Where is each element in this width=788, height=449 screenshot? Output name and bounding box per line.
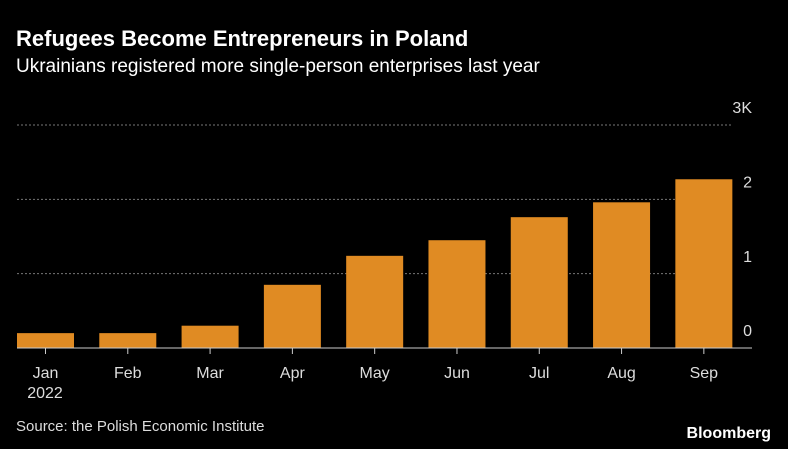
- x-tick-label: Jul: [529, 365, 549, 382]
- bar: [510, 217, 568, 348]
- x-tick-label: Sep: [690, 365, 719, 382]
- x-tick-label: Feb: [114, 365, 142, 382]
- bar: [593, 202, 651, 348]
- x-year-label: 2022: [27, 385, 63, 402]
- x-tick-label: May: [360, 365, 390, 382]
- bar: [263, 284, 321, 348]
- x-tick-label: Jan: [33, 365, 59, 382]
- y-tick-label: 0: [743, 323, 752, 340]
- y-tick-label: 3K: [732, 100, 752, 117]
- x-tick-label: Jun: [444, 365, 470, 382]
- bar: [99, 333, 157, 348]
- y-tick-label: 2: [743, 175, 752, 192]
- chart-title: Refugees Become Entrepreneurs in Poland: [16, 26, 468, 51]
- brand: Bloomberg: [687, 425, 771, 442]
- y-tick-label: 1: [743, 249, 752, 266]
- bar: [16, 333, 74, 348]
- bar: [181, 325, 239, 348]
- bar: [346, 255, 404, 348]
- bar: [675, 179, 733, 348]
- x-tick-label: Aug: [607, 365, 635, 382]
- x-tick-label: Mar: [196, 365, 224, 382]
- chart-subtitle: Ukrainians registered more single-person…: [16, 56, 540, 77]
- source: Source: the Polish Economic Institute: [16, 418, 264, 435]
- x-tick-label: Apr: [280, 365, 306, 382]
- bar: [428, 240, 486, 348]
